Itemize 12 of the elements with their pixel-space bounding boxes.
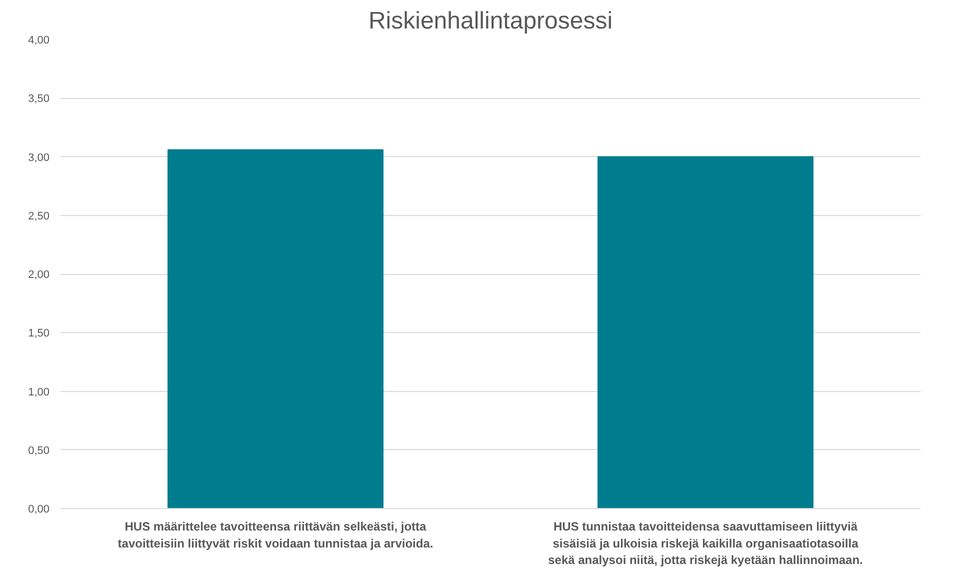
chart-title: Riskienhallintaprosessi — [368, 8, 613, 34]
y-tick-label: 2,50 — [28, 210, 50, 222]
y-tick-label: 2,00 — [28, 269, 50, 281]
y-tick-label: 1,00 — [28, 386, 50, 398]
y-tick-label: 0,00 — [28, 504, 50, 516]
y-tick-label: 3,00 — [28, 152, 50, 164]
x-tick-label: HUS tunnistaa tavoitteidensa saavuttamiseen liittyviä sisäisiä ja ulkoisia riskejä kaikilla organisaatiotasoilla sekä analysoi niitä, jotta riskejä kyetään hallinnoimaan. — [548, 520, 863, 568]
y-tick-label: 4,00 — [28, 34, 50, 46]
y-tick-label: 1,50 — [28, 328, 50, 340]
x-tick-label: HUS määrittelee tavoitteensa riittävän selkeästi, jotta tavoitteisiin liittyvät riskit voidaan tunnistaa ja arvioida. — [118, 520, 434, 550]
y-tick-label: 3,50 — [28, 93, 50, 106]
y-tick-label: 0,50 — [28, 444, 50, 457]
